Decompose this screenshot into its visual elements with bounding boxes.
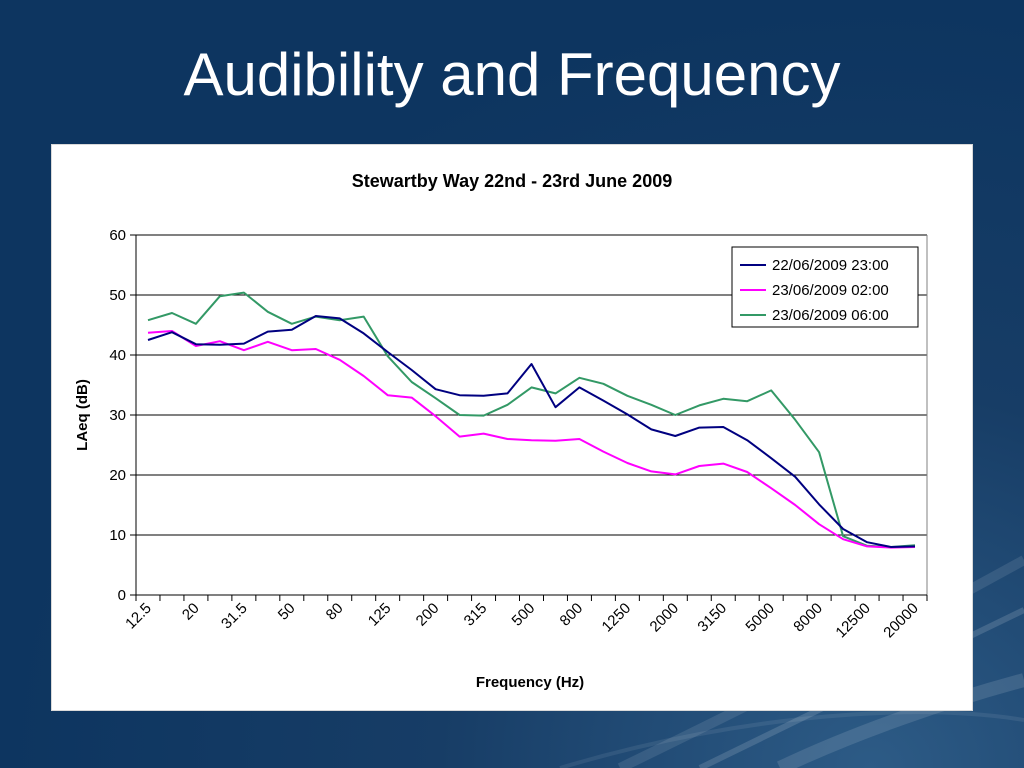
chart-panel: Stewartby Way 22nd - 23rd June 2009 Freq… [52, 145, 972, 710]
y-tick-label: 50 [109, 287, 126, 304]
y-tick-label: 0 [118, 587, 126, 604]
x-tick-label: 20 [179, 600, 203, 624]
slide-title: Audibility and Frequency [183, 41, 841, 108]
y-tick-label: 20 [109, 467, 126, 484]
x-tick-label: 31.5 [218, 600, 251, 633]
x-tick-label: 80 [323, 600, 347, 624]
x-tick-label: 315 [461, 600, 491, 630]
legend-label: 23/06/2009 02:00 [772, 282, 889, 299]
series-line-2 [147, 330, 916, 549]
legend: 22/06/2009 23:00 23/06/2009 02:00 23/06/20… [731, 246, 919, 328]
x-tick-label: 12500 [832, 600, 874, 642]
series-lines [147, 291, 916, 549]
x-tick-label: 5000 [742, 600, 778, 636]
x-tick-label: 125 [365, 600, 395, 630]
x-tick-label: 20000 [880, 600, 922, 642]
y-axis-label: LAeq (dB) [74, 379, 91, 451]
x-tick-label: 3150 [694, 600, 730, 636]
x-tick-label: 2000 [647, 600, 683, 636]
y-tick-label: 40 [109, 347, 126, 364]
y-tick-label: 30 [109, 407, 126, 424]
legend-label: 22/06/2009 23:00 [772, 257, 889, 274]
y-tick-label: 10 [109, 527, 126, 544]
x-tick-label: 500 [509, 600, 539, 630]
x-tick-label: 8000 [790, 600, 826, 636]
series-line-1 [147, 315, 916, 548]
x-tick-label: 12.5 [122, 600, 155, 633]
x-tick-label: 50 [275, 600, 299, 624]
chart-title: Stewartby Way 22nd - 23rd June 2009 [352, 171, 672, 191]
legend-box [731, 246, 919, 328]
x-tick-label: 800 [557, 600, 587, 630]
x-tick-label: 200 [413, 600, 443, 630]
x-axis-label: Frequency (Hz) [476, 674, 584, 691]
legend-label: 23/06/2009 06:00 [772, 307, 889, 324]
y-tick-label: 60 [109, 227, 126, 244]
series-line-3 [147, 291, 916, 548]
x-tick-label: 1250 [599, 600, 635, 636]
line-chart: Stewartby Way 22nd - 23rd June 2009 Freq… [74, 171, 928, 691]
